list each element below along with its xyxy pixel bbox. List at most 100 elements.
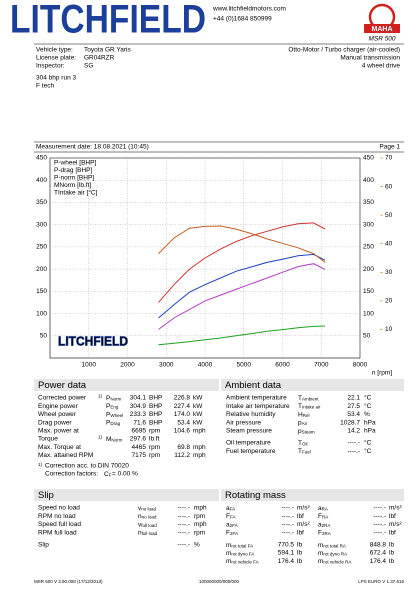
factors-label: Correction factors: xyxy=(45,471,98,478)
symbol-sub: FA xyxy=(230,515,236,520)
power-unit: rpm xyxy=(149,452,160,459)
power-value: 112.2 xyxy=(174,452,190,459)
power-symbol: PNorm xyxy=(106,395,122,402)
series-line xyxy=(158,225,326,263)
website: www.litchfieldmotors.com xyxy=(212,6,286,13)
y-tick-label: 400 xyxy=(36,177,47,184)
power-unit: rpm xyxy=(149,444,160,451)
vehicle-spec: 4 wheel drive xyxy=(362,63,401,70)
symbol-sub: Air xyxy=(302,421,308,426)
symbol-sub: Norm xyxy=(111,438,122,443)
mass-unit: lb xyxy=(389,542,394,549)
series-line xyxy=(158,325,326,346)
power-unit: BHP xyxy=(149,419,162,426)
symbol-sub: Rel xyxy=(303,413,310,418)
power-symbol: PWheel xyxy=(106,411,123,418)
symbol-base: T xyxy=(298,395,302,402)
footnote: Correction acc. to DIN 70020 xyxy=(45,463,129,470)
symbol-base: F xyxy=(226,529,230,536)
section-title: Power data xyxy=(38,380,87,391)
symbol-base: v xyxy=(138,521,142,528)
symbol-sub: Ambient xyxy=(302,397,319,402)
y-tick-label: 350 xyxy=(36,199,47,206)
mass-unit: m/s² xyxy=(389,505,402,512)
symbol-sub: no load xyxy=(141,507,156,512)
symbol-sub: RA xyxy=(322,515,328,520)
power-symbol: PDrag xyxy=(106,419,121,426)
ambient-symbol: TIntake air xyxy=(298,403,321,410)
vehicle-value: SG xyxy=(84,63,93,70)
mass-symbol: mrot vehicle RA xyxy=(318,558,351,565)
ambient-label: Fuel temperature xyxy=(226,448,276,455)
symbol-base: m xyxy=(318,558,323,565)
mass-symbol: mrot dyno RA xyxy=(318,550,347,557)
mass-symbol: FRA xyxy=(318,513,328,520)
y-tick-label: 450 xyxy=(36,155,47,162)
x-tick-label: 4000 xyxy=(198,362,213,369)
power-unit: kW xyxy=(193,419,203,426)
slip-symbol: vfull load xyxy=(138,521,157,528)
series-line xyxy=(158,253,326,319)
power-unit: kW xyxy=(193,395,203,402)
mass-symbol: mrot total FA xyxy=(226,542,253,549)
y3-tick-label: 20 xyxy=(385,298,393,305)
symbol-sub: Eng xyxy=(110,405,119,410)
symbol-sub: F xyxy=(109,473,112,478)
slip-value: ----.- xyxy=(177,513,190,520)
symbol-base: T xyxy=(298,440,302,447)
power-unit: BHP xyxy=(149,403,162,410)
x-tick-label: 1000 xyxy=(82,362,97,369)
symbol-base: T xyxy=(298,403,302,410)
symbol-sub: Steam xyxy=(302,429,315,434)
factors-symbol: CF xyxy=(104,471,112,478)
symbol-base: v xyxy=(138,505,142,512)
factors-value: = 0.00 % xyxy=(112,471,138,478)
slip-unit: mph xyxy=(194,505,207,512)
symbol-sub: rot vehicle RA xyxy=(323,560,351,565)
symbol-sub: Oil xyxy=(302,442,308,447)
slip-label: Speed no load xyxy=(38,505,80,512)
power-symbol: MNorm xyxy=(106,436,123,443)
ambient-label: Oil temperature xyxy=(226,440,271,447)
symbol-base: P xyxy=(106,411,110,418)
mass-value: 176.4 xyxy=(370,558,387,565)
mass-value: 848.8 xyxy=(370,542,387,549)
ambient-label: Relative humidity xyxy=(226,411,276,418)
symbol-base: P xyxy=(106,403,110,410)
power-unit: rpm xyxy=(149,428,160,435)
ambient-unit: °C xyxy=(364,447,372,455)
ambient-unit: °C xyxy=(364,394,372,402)
power-value: 304.1 xyxy=(130,395,147,402)
ambient-unit: % xyxy=(364,411,370,418)
ambient-value: ----.- xyxy=(347,440,360,447)
x-tick-label: 3000 xyxy=(159,362,174,369)
symbol-base: F xyxy=(318,513,322,520)
slip-unit: % xyxy=(194,542,200,549)
legend-entry: P-drag [BHP] xyxy=(54,167,92,174)
mass-symbol: mrot vehicle FA xyxy=(226,558,259,565)
symbol-sub: 2FA xyxy=(230,531,238,536)
x-tick-label: 2000 xyxy=(120,362,135,369)
power-label: Max. attained RPM xyxy=(38,452,93,459)
note: 304 bhp run 3 xyxy=(36,75,77,82)
mass-unit: m/s² xyxy=(297,521,310,528)
ambient-symbol: TFuel xyxy=(298,448,311,455)
symbol-sub: no load xyxy=(142,515,157,520)
power-value: 71.6 xyxy=(133,419,146,426)
symbol-sub: Intake air xyxy=(302,405,321,410)
power-unit: BHP xyxy=(149,411,162,418)
y2-tick-label: 300 xyxy=(363,221,374,228)
vehicle-label: Vehicle type: xyxy=(36,47,73,54)
symbol-sub: RA xyxy=(322,507,328,512)
section-header-bg xyxy=(221,379,404,391)
ambient-symbol: TAmbient xyxy=(298,395,319,402)
symbol-sub: rot dyno FA xyxy=(231,552,254,557)
mass-unit: m/s² xyxy=(389,521,402,528)
ambient-value: 27.5 xyxy=(347,403,360,410)
symbol-sub: 2RA xyxy=(322,523,331,528)
ambient-value: 53.4 xyxy=(347,411,360,418)
power-value: 104.6 xyxy=(174,428,191,435)
power-value: 7175 xyxy=(132,452,147,459)
brand: MAHA xyxy=(372,26,393,33)
slip-symbol: vno load xyxy=(138,505,157,512)
